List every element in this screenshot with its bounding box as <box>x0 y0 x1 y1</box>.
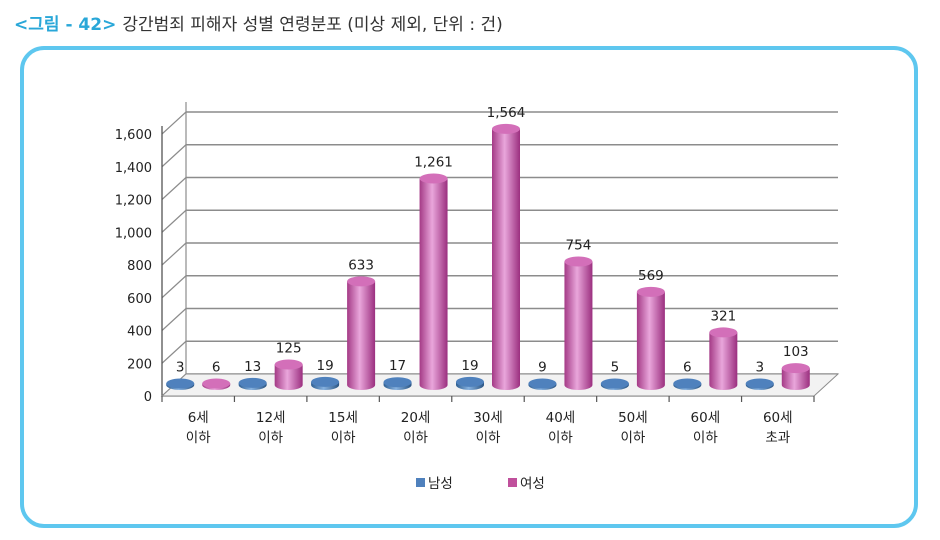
x-category-label: 이하 <box>476 430 501 446</box>
value-label-female: 754 <box>566 238 592 254</box>
x-category-label: 이하 <box>693 430 718 446</box>
bar-female <box>419 173 448 390</box>
value-label-female: 633 <box>348 257 374 273</box>
grid-depth-line <box>161 340 187 364</box>
value-label-male: 3 <box>755 360 764 376</box>
bar-female <box>564 256 593 390</box>
x-category-label: 이하 <box>548 430 573 446</box>
y-tick-label: 200 <box>127 357 152 372</box>
x-category-label: 12세 <box>256 410 286 426</box>
figure-heading: <그림 - 42> 강간범죄 피해자 성별 연령분포 (미상 제외, 단위 : 건… <box>14 10 503 35</box>
x-category-label: 이하 <box>403 430 428 446</box>
value-label-male: 5 <box>611 360 620 376</box>
y-tick-label: 1,000 <box>115 226 152 241</box>
bar-male <box>238 377 267 390</box>
legend-label: 남성 <box>428 476 453 492</box>
value-label-male: 19 <box>317 358 334 374</box>
y-tick-label: 800 <box>127 259 152 274</box>
x-category-label: 30세 <box>473 410 503 426</box>
bar-male <box>166 378 195 390</box>
bar-male <box>745 378 774 390</box>
x-category-label: 이하 <box>331 430 356 446</box>
bar-male <box>383 377 412 390</box>
x-category-label: 이하 <box>258 430 283 446</box>
bar-female <box>347 276 376 390</box>
bar-male <box>456 376 484 390</box>
y-tick-label: 1,400 <box>115 161 152 176</box>
value-label-male: 13 <box>244 359 261 375</box>
x-category-label: 40세 <box>546 410 576 426</box>
bar-female <box>709 327 738 390</box>
x-category-label: 60세 <box>691 410 721 426</box>
value-label-female: 6 <box>212 360 221 376</box>
x-category-label: 60세 <box>763 410 793 426</box>
x-category-label: 15세 <box>328 410 358 426</box>
bar-male <box>528 378 557 390</box>
bar-male <box>311 376 340 390</box>
figure-label: <그림 - 42> <box>14 15 117 35</box>
value-label-female: 321 <box>710 308 736 324</box>
bar-female <box>636 286 665 390</box>
value-label-female: 569 <box>638 268 664 284</box>
legend-label: 여성 <box>520 476 545 492</box>
x-category-label: 초과 <box>765 430 790 446</box>
value-label-female: 1,564 <box>487 105 526 121</box>
y-tick-label: 0 <box>144 390 152 405</box>
y-tick-label: 400 <box>127 325 152 340</box>
x-category-label: 50세 <box>618 410 648 426</box>
value-label-male: 3 <box>176 360 185 376</box>
x-category-label: 20세 <box>401 410 431 426</box>
value-label-female: 1,261 <box>414 155 453 171</box>
x-category-label: 이하 <box>620 430 645 446</box>
y-tick-label: 1,200 <box>115 194 152 209</box>
figure-title: 강간범죄 피해자 성별 연령분포 (미상 제외, 단위 : 건) <box>122 15 503 35</box>
grid-depth-line <box>161 242 187 266</box>
bar-female <box>274 359 303 390</box>
value-label-male: 9 <box>538 360 547 376</box>
value-label-male: 19 <box>461 358 478 374</box>
bar-female <box>492 123 520 390</box>
x-category-label: 이하 <box>186 430 211 446</box>
bar-female <box>781 363 810 390</box>
value-label-female: 103 <box>783 344 809 360</box>
grid-depth-line <box>161 177 187 200</box>
y-tick-label: 600 <box>127 292 152 307</box>
grid-depth-line <box>161 308 187 331</box>
value-label-male: 17 <box>389 358 406 374</box>
legend-swatch <box>416 478 425 487</box>
value-label-male: 6 <box>683 360 692 376</box>
y-tick-label: 1,600 <box>115 128 152 143</box>
grid-depth-line <box>161 275 187 299</box>
bar-male <box>673 378 702 390</box>
grid-depth-line <box>161 144 187 168</box>
legend-swatch <box>508 478 517 487</box>
x-category-label: 6세 <box>188 410 209 426</box>
bar-female <box>202 378 231 390</box>
value-label-female: 125 <box>276 341 302 357</box>
bar-male <box>600 378 629 390</box>
grid-depth-line <box>161 111 187 135</box>
grid-depth-line <box>161 209 187 233</box>
